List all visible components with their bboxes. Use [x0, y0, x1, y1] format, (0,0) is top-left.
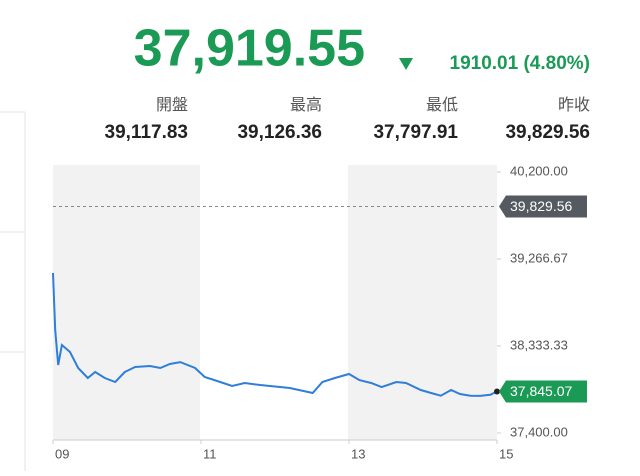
change: 1910.01 (4.80%)	[450, 53, 591, 74]
y-tick-label: 37,400.00	[510, 424, 568, 439]
sidebar	[0, 111, 26, 471]
last-box	[499, 380, 587, 403]
x-tick-label: 13	[351, 446, 365, 461]
price: 37,919.55	[134, 20, 365, 78]
x-tick-label: 15	[499, 446, 513, 461]
price-line	[52, 272, 498, 397]
plot: 37,400.00 38,333.33 39,266.67 40,200.00 09 11…	[52, 163, 587, 461]
stat-value: 37,797.91	[373, 122, 458, 143]
stat-value: 39,829.56	[505, 122, 590, 143]
last-label: 37,845.07	[510, 383, 572, 399]
reference-box	[499, 195, 587, 218]
y-tick-label: 40,200.00	[510, 163, 568, 178]
stat-label: 最高	[290, 96, 322, 114]
last-point	[494, 388, 500, 395]
y-tick-label: 39,266.67	[510, 250, 568, 265]
band	[53, 165, 200, 440]
x-tick-label: 09	[55, 446, 69, 461]
stat-label: 開盤	[156, 96, 188, 114]
stat-value: 39,126.36	[237, 122, 322, 143]
stat-value: 39,117.83	[105, 122, 188, 143]
stats: 開盤 39,117.83 最高 39,126.36 最低 37,797.91 昨收 39,82…	[105, 96, 590, 143]
stat-label: 昨收	[558, 96, 590, 114]
down-arrow	[399, 58, 413, 70]
reference-label: 39,829.56	[510, 198, 572, 214]
stat-label: 最低	[426, 96, 458, 114]
y-tick-label: 38,333.33	[510, 337, 568, 352]
x-tick-label: 11	[203, 446, 217, 461]
band	[348, 165, 497, 440]
